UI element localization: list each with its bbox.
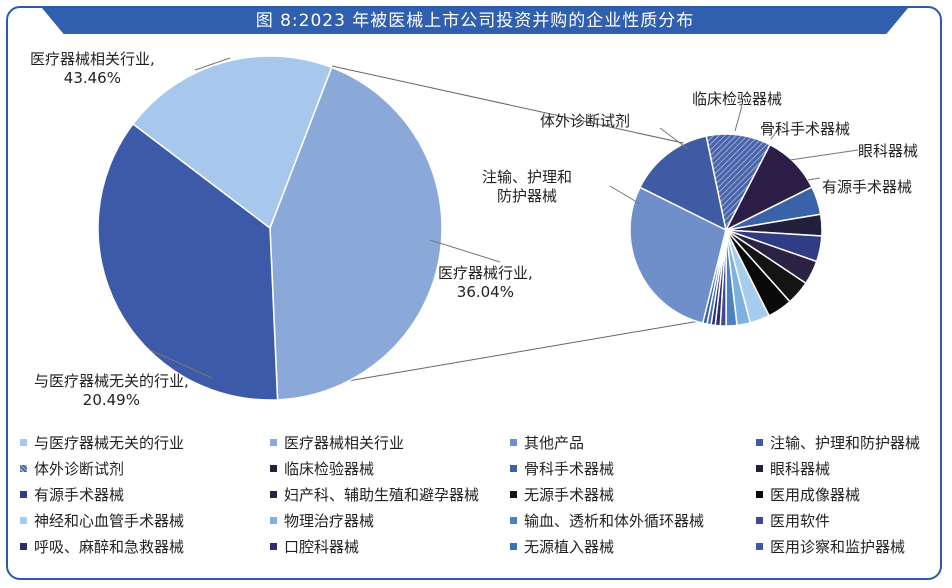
legend-swatch <box>756 516 763 524</box>
legend-label: 临床检验器械 <box>284 459 375 478</box>
chart-title: 图 8:2023 年被医械上市公司投资并购的企业性质分布 <box>42 8 908 34</box>
legend-swatch <box>20 516 27 524</box>
legend-swatch <box>756 542 763 550</box>
sub-slice-1 <box>639 135 728 232</box>
callout-related: 医疗器械相关行业, 43.46% <box>30 50 155 87</box>
legend-swatch <box>20 464 27 472</box>
legend-item-3: 注输、护理和防护器械 <box>756 430 940 454</box>
legend-swatch <box>510 490 517 498</box>
legend-swatch <box>756 438 763 446</box>
legend-swatch <box>270 464 277 472</box>
sub-slice-0 <box>629 186 727 325</box>
legend-label: 无源植入器械 <box>524 537 615 556</box>
main-slice-1 <box>97 122 279 401</box>
legend-swatch <box>510 438 517 446</box>
main-slice-0 <box>269 66 443 401</box>
main-slice-2 <box>131 55 333 230</box>
legend-item-19: 医用诊察和监护器械 <box>756 534 940 558</box>
callout-unrelated: 与医疗器械无关的行业, 20.49% <box>34 372 189 409</box>
legend-label: 与医疗器械无关的行业 <box>34 433 185 452</box>
callout-lab: 临床检验器械 <box>692 90 783 108</box>
sub-slice-17 <box>701 229 727 325</box>
legend-item-8: 有源手术器械 <box>20 482 270 506</box>
legend-swatch <box>510 464 517 472</box>
legend-item-9: 妇产科、辅助生殖和避孕器械 <box>270 482 510 506</box>
legend-label: 口腔科器械 <box>284 537 360 556</box>
legend-swatch <box>510 516 517 524</box>
legend-item-1: 医疗器械相关行业 <box>270 430 510 454</box>
legend-item-15: 医用软件 <box>756 508 940 532</box>
legend-label: 骨科手术器械 <box>524 459 615 478</box>
connector-lines <box>331 65 753 383</box>
legend-label: 无源手术器械 <box>524 485 615 504</box>
legend-swatch <box>270 438 277 446</box>
legend-swatch <box>270 542 277 550</box>
legend-item-16: 呼吸、麻醉和急救器械 <box>20 534 270 558</box>
callout-inject: 注输、护理和 防护器械 <box>482 168 573 205</box>
legend-item-6: 骨科手术器械 <box>510 456 756 480</box>
legend-item-7: 眼科器械 <box>756 456 940 480</box>
legend-item-5: 临床检验器械 <box>270 456 510 480</box>
legend-item-17: 口腔科器械 <box>270 534 510 558</box>
legend-swatch <box>20 438 27 446</box>
legend-label: 有源手术器械 <box>34 485 125 504</box>
legend-label: 医疗器械相关行业 <box>284 433 405 452</box>
callout-active: 有源手术器械 <box>822 178 913 196</box>
leader-lines <box>149 57 859 379</box>
legend-item-14: 输血、透析和体外循环器械 <box>510 508 756 532</box>
callout-device: 医疗器械行业, 36.04% <box>438 264 533 301</box>
legend-label: 输血、透析和体外循环器械 <box>524 511 705 530</box>
sub-slice-2 <box>705 133 772 233</box>
legend-item-13: 物理治疗器械 <box>270 508 510 532</box>
legend-item-12: 神经和心血管手术器械 <box>20 508 270 532</box>
legend-label: 医用诊察和监护器械 <box>770 537 906 556</box>
legend-item-4: 体外诊断试剂 <box>20 456 270 480</box>
legend-label: 医用成像器械 <box>770 485 861 504</box>
legend-label: 妇产科、辅助生殖和避孕器械 <box>284 485 480 504</box>
legend-label: 呼吸、麻醉和急救器械 <box>34 537 185 556</box>
callout-ivd: 体外诊断试剂 <box>540 112 631 130</box>
legend-swatch <box>20 490 27 498</box>
legend-label: 物理治疗器械 <box>284 511 375 530</box>
legend-swatch <box>270 516 277 524</box>
legend-swatch <box>756 490 763 498</box>
legend-item-10: 无源手术器械 <box>510 482 756 506</box>
callout-eye: 眼科器械 <box>858 142 919 160</box>
legend: 与医疗器械无关的行业 医疗器械相关行业 其他产品 注输、护理和防护器械体外诊断试剂 临床… <box>20 430 940 558</box>
callout-ortho: 骨科手术器械 <box>760 120 851 138</box>
legend-label: 其他产品 <box>524 433 585 452</box>
legend-swatch <box>510 542 517 550</box>
legend-label: 眼科器械 <box>770 459 831 478</box>
legend-swatch <box>756 464 763 472</box>
legend-label: 体外诊断试剂 <box>34 459 125 478</box>
legend-label: 注输、护理和防护器械 <box>770 433 921 452</box>
legend-label: 神经和心血管手术器械 <box>34 511 185 530</box>
legend-swatch <box>270 490 277 498</box>
legend-item-18: 无源植入器械 <box>510 534 756 558</box>
legend-label: 医用软件 <box>770 511 831 530</box>
legend-item-11: 医用成像器械 <box>756 482 940 506</box>
legend-item-0: 与医疗器械无关的行业 <box>20 430 270 454</box>
legend-swatch <box>20 542 27 550</box>
legend-item-2: 其他产品 <box>510 430 756 454</box>
